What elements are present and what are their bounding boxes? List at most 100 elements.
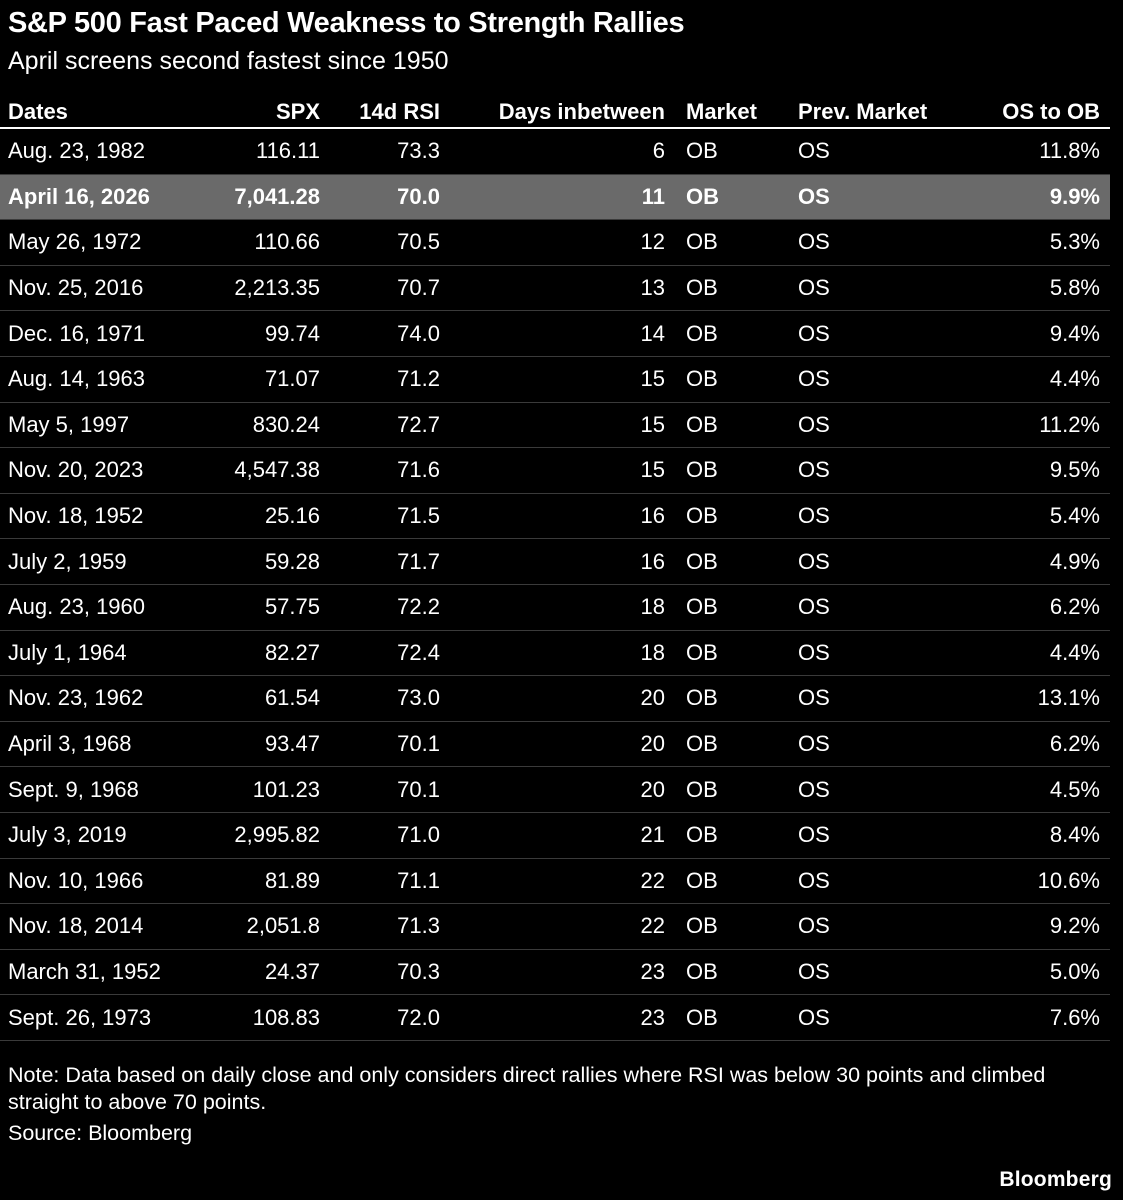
- cell-spx: 93.47: [264, 731, 320, 757]
- cell-os-to-ob: 8.4%: [1049, 822, 1100, 848]
- cell-os-to-ob: 5.0%: [1049, 958, 1100, 984]
- cell-days: 12: [640, 229, 665, 255]
- cell-prev-market: OS: [798, 320, 830, 346]
- bloomberg-table-graphic: S&P 500 Fast Paced Weakness to Strength …: [0, 7, 1112, 1191]
- table-row: May 26, 1972 110.66 70.5 12 OB OS 5.3%: [0, 220, 1110, 266]
- cell-market: OB: [686, 503, 718, 529]
- cell-rsi: 71.1: [397, 867, 440, 893]
- cell-spx: 2,051.8: [246, 913, 320, 939]
- cell-days: 15: [640, 411, 665, 437]
- cell-market: OB: [686, 183, 719, 209]
- cell-date: July 1, 1964: [8, 639, 127, 665]
- cell-days: 16: [640, 548, 665, 574]
- cell-date: Nov. 20, 2023: [8, 457, 144, 483]
- column-header-days-inbetween: Days inbetween: [498, 98, 665, 124]
- cell-os-to-ob: 6.2%: [1049, 594, 1100, 620]
- table-row: Sept. 9, 1968 101.23 70.1 20 OB OS 4.5%: [0, 767, 1110, 813]
- cell-os-to-ob: 6.2%: [1049, 731, 1100, 757]
- cell-prev-market: OS: [798, 1004, 830, 1030]
- cell-os-to-ob: 5.4%: [1049, 503, 1100, 529]
- cell-date: March 31, 1952: [8, 958, 161, 984]
- cell-rsi: 70.1: [397, 776, 440, 802]
- cell-market: OB: [686, 685, 718, 711]
- cell-market: OB: [686, 457, 718, 483]
- cell-rsi: 73.0: [397, 685, 440, 711]
- column-header-14d-rsi: 14d RSI: [359, 98, 440, 124]
- cell-os-to-ob: 4.5%: [1049, 776, 1100, 802]
- table-row: April 3, 1968 93.47 70.1 20 OB OS 6.2%: [0, 722, 1110, 768]
- cell-rsi: 72.0: [397, 1004, 440, 1030]
- cell-spx: 2,213.35: [234, 275, 320, 301]
- table-row: Sept. 26, 1973 108.83 72.0 23 OB OS 7.6%: [0, 995, 1110, 1041]
- cell-market: OB: [686, 958, 718, 984]
- cell-market: OB: [686, 229, 718, 255]
- cell-date: Nov. 18, 2014: [8, 913, 144, 939]
- cell-prev-market: OS: [798, 685, 830, 711]
- table-row-highlighted: April 16, 2026 7,041.28 70.0 11 OB OS 9.9%: [0, 174, 1110, 221]
- cell-os-to-ob: 11.8%: [1039, 138, 1100, 164]
- cell-days: 11: [641, 183, 665, 209]
- cell-date: Nov. 10, 1966: [8, 867, 144, 893]
- cell-prev-market: OS: [798, 275, 830, 301]
- cell-days: 20: [640, 776, 665, 802]
- cell-days: 23: [640, 1004, 665, 1030]
- chart-subtitle: April screens second fastest since 1950: [8, 47, 449, 75]
- cell-market: OB: [686, 320, 718, 346]
- cell-market: OB: [686, 776, 718, 802]
- table-row: May 5, 1997 830.24 72.7 15 OB OS 11.2%: [0, 403, 1110, 449]
- cell-os-to-ob: 4.9%: [1049, 548, 1100, 574]
- cell-os-to-ob: 5.8%: [1049, 275, 1100, 301]
- cell-prev-market: OS: [798, 366, 830, 392]
- column-header-prev-market: Prev. Market: [798, 98, 928, 124]
- table-row: Aug. 14, 1963 71.07 71.2 15 OB OS 4.4%: [0, 357, 1110, 403]
- cell-days: 22: [640, 913, 665, 939]
- cell-date: Sept. 26, 1973: [8, 1004, 152, 1030]
- cell-date: Sept. 9, 1968: [8, 776, 139, 802]
- cell-days: 15: [640, 366, 665, 392]
- cell-spx: 57.75: [264, 594, 320, 620]
- cell-spx: 830.24: [252, 411, 320, 437]
- table-row: March 31, 1952 24.37 70.3 23 OB OS 5.0%: [0, 950, 1110, 996]
- cell-spx: 82.27: [264, 639, 320, 665]
- table-header-row: Dates SPX 14d RSI Days inbetween Market …: [0, 90, 1110, 129]
- cell-date: May 26, 1972: [8, 229, 142, 255]
- cell-rsi: 70.3: [397, 958, 440, 984]
- cell-rsi: 74.0: [397, 320, 440, 346]
- table-row: Nov. 20, 2023 4,547.38 71.6 15 OB OS 9.5%: [0, 448, 1110, 494]
- cell-days: 13: [640, 275, 665, 301]
- cell-days: 21: [640, 822, 665, 848]
- cell-prev-market: OS: [798, 229, 830, 255]
- cell-market: OB: [686, 366, 718, 392]
- cell-os-to-ob: 9.2%: [1049, 913, 1100, 939]
- table-row: Aug. 23, 1960 57.75 72.2 18 OB OS 6.2%: [0, 585, 1110, 631]
- cell-date: Nov. 18, 1952: [8, 503, 144, 529]
- cell-rsi: 71.2: [397, 366, 440, 392]
- cell-prev-market: OS: [798, 958, 830, 984]
- cell-spx: 110.66: [254, 229, 320, 255]
- bloomberg-logo: Bloomberg: [999, 1168, 1112, 1191]
- cell-prev-market: OS: [798, 731, 830, 757]
- table-body: Aug. 23, 1982 116.11 73.3 6 OB OS 11.8% April 1…: [0, 129, 1110, 1041]
- cell-os-to-ob: 4.4%: [1049, 366, 1100, 392]
- chart-title: S&P 500 Fast Paced Weakness to Strength …: [8, 7, 685, 39]
- cell-spx: 61.54: [264, 685, 320, 711]
- cell-rsi: 73.3: [397, 138, 440, 164]
- cell-days: 23: [640, 958, 665, 984]
- cell-rsi: 70.1: [397, 731, 440, 757]
- cell-date: July 2, 1959: [8, 548, 127, 574]
- cell-days: 6: [652, 138, 665, 164]
- cell-spx: 2,995.82: [234, 822, 320, 848]
- cell-market: OB: [686, 867, 718, 893]
- cell-rsi: 70.5: [397, 229, 440, 255]
- cell-os-to-ob: 9.5%: [1049, 457, 1100, 483]
- table-row: Nov. 10, 1966 81.89 71.1 22 OB OS 10.6%: [0, 859, 1110, 905]
- cell-prev-market: OS: [798, 867, 830, 893]
- cell-date: Aug. 14, 1963: [8, 366, 146, 392]
- cell-date: Aug. 23, 1982: [8, 138, 146, 164]
- cell-os-to-ob: 9.9%: [1049, 183, 1100, 209]
- cell-market: OB: [686, 548, 718, 574]
- cell-market: OB: [686, 731, 718, 757]
- cell-spx: 108.83: [252, 1004, 320, 1030]
- table-row: Nov. 23, 1962 61.54 73.0 20 OB OS 13.1%: [0, 676, 1110, 722]
- column-header-dates: Dates: [8, 98, 68, 124]
